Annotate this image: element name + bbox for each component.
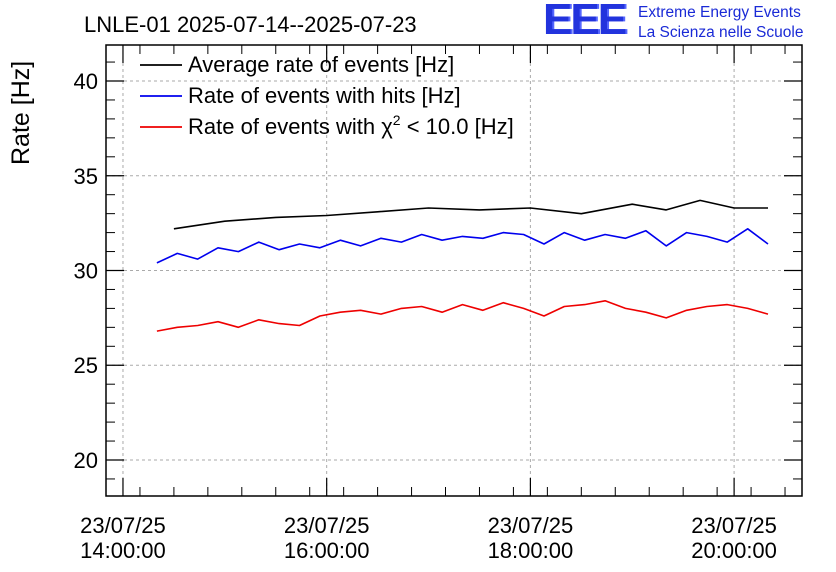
- x-tick-labels: 23/07/2514:00:0023/07/2516:00:0023/07/25…: [80, 513, 777, 563]
- legend-label: Average rate of events [Hz]: [188, 52, 454, 77]
- x-tick-label-date: 23/07/25: [691, 513, 777, 538]
- logo-tagline-2: La Scienza nelle Scuole: [638, 24, 804, 41]
- legend-label: Rate of events with hits [Hz]: [188, 83, 461, 108]
- x-tick-label-date: 23/07/25: [488, 513, 574, 538]
- x-tick-label-time: 18:00:00: [488, 538, 574, 563]
- x-tick-label-time: 20:00:00: [691, 538, 777, 563]
- legend: Average rate of events [Hz] Rate of event…: [140, 52, 514, 139]
- legend-label: Rate of events with χ2 < 10.0 [Hz]: [188, 112, 514, 139]
- eee-logo: EEE Extreme Energy Events La Scienza nel…: [543, 0, 833, 44]
- grid-lines: [106, 45, 802, 496]
- y-tick-label: 40: [74, 69, 98, 94]
- y-tick-labels: 20 25 30 35 40: [74, 69, 98, 473]
- eee-logo-mark: EEE: [543, 0, 627, 44]
- chi2-rate-line: [156, 299, 769, 332]
- logo-tagline-1: Extreme Energy Events: [638, 4, 801, 21]
- average-rate-line: [173, 199, 768, 230]
- x-tick-label-date: 23/07/25: [284, 513, 370, 538]
- y-tick-label: 25: [74, 353, 98, 378]
- hits-rate-line: [156, 228, 769, 264]
- axis-ticks: [105, 45, 802, 496]
- data-series: [156, 199, 769, 332]
- y-tick-label: 35: [74, 164, 98, 189]
- y-tick-label: 30: [74, 259, 98, 284]
- x-tick-label-date: 23/07/25: [80, 513, 166, 538]
- x-tick-label-time: 14:00:00: [80, 538, 166, 563]
- chart-title: LNLE-01 2025-07-14--2025-07-23: [84, 12, 417, 37]
- x-tick-label-time: 16:00:00: [284, 538, 370, 563]
- y-tick-label: 20: [74, 448, 98, 473]
- y-axis-label: Rate [Hz]: [7, 61, 35, 165]
